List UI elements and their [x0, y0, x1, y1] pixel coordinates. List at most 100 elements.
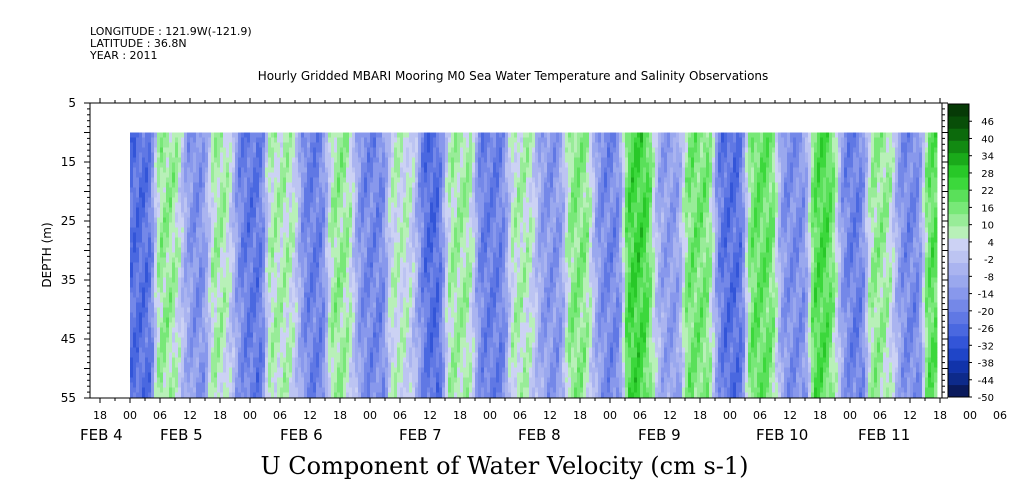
heatmap-cell: [187, 337, 191, 343]
heatmap-cell: [337, 157, 341, 163]
heatmap-cell: [259, 307, 263, 313]
heatmap-cell: [379, 387, 383, 393]
heatmap-cell: [364, 202, 368, 208]
heatmap-cell: [319, 247, 323, 253]
heatmap-cell: [289, 337, 293, 343]
heatmap-cell: [313, 237, 317, 243]
heatmap-cell: [235, 357, 239, 363]
heatmap-cell: [307, 187, 311, 193]
heatmap-cell: [325, 242, 329, 248]
heatmap-cell: [271, 312, 275, 318]
heatmap-cell: [334, 342, 338, 348]
heatmap-cell: [214, 187, 218, 193]
heatmap-cell: [253, 217, 257, 223]
heatmap-cell: [235, 142, 239, 148]
heatmap-cell: [151, 357, 155, 363]
heatmap-cell: [355, 207, 359, 213]
heatmap-cell: [352, 392, 356, 398]
heatmap-cell: [190, 322, 194, 328]
heatmap-cell: [352, 207, 356, 213]
heatmap-cell: [358, 237, 362, 243]
heatmap-cell: [319, 337, 323, 343]
heatmap-cell: [259, 207, 263, 213]
heatmap-cell: [223, 372, 227, 378]
heatmap-cell: [355, 327, 359, 333]
heatmap-cell: [334, 277, 338, 283]
heatmap-cell: [178, 252, 182, 258]
heatmap-cell: [220, 162, 224, 168]
heatmap-cell: [139, 302, 143, 308]
heatmap-cell: [268, 152, 272, 158]
heatmap-cell: [313, 157, 317, 163]
heatmap-cell: [196, 367, 200, 373]
heatmap-cell: [223, 352, 227, 358]
heatmap-cell: [268, 312, 272, 318]
heatmap-cell: [238, 132, 242, 138]
heatmap-cell: [370, 292, 374, 298]
heatmap-cell: [217, 162, 221, 168]
heatmap-cell: [145, 232, 149, 238]
heatmap-cell: [262, 392, 266, 398]
heatmap-cell: [193, 242, 197, 248]
heatmap-cell: [373, 282, 377, 288]
heatmap-cell: [259, 287, 263, 293]
heatmap-cell: [199, 152, 203, 158]
heatmap-cell: [379, 367, 383, 373]
heatmap-cell: [379, 187, 383, 193]
heatmap-cell: [181, 207, 185, 213]
heatmap-cell: [187, 252, 191, 258]
heatmap-cell: [166, 182, 170, 188]
heatmap-cell: [301, 237, 305, 243]
heatmap-cell: [295, 347, 299, 353]
heatmap-cell: [175, 292, 179, 298]
heatmap-cell: [154, 277, 158, 283]
heatmap-cell: [238, 387, 242, 393]
heatmap-cell: [337, 262, 341, 268]
heatmap-cell: [364, 252, 368, 258]
heatmap-cell: [187, 362, 191, 368]
heatmap-cell: [391, 332, 395, 338]
heatmap-cell: [268, 347, 272, 353]
heatmap-cell: [400, 177, 404, 183]
heatmap-cell: [403, 292, 407, 298]
heatmap-cell: [232, 337, 236, 343]
heatmap-cell: [385, 212, 389, 218]
heatmap-cell: [274, 202, 278, 208]
heatmap-cell: [136, 332, 140, 338]
heatmap-cell: [352, 247, 356, 253]
heatmap-cell: [406, 197, 410, 203]
heatmap-cell: [208, 307, 212, 313]
heatmap-cell: [274, 227, 278, 233]
heatmap-cell: [178, 157, 182, 163]
heatmap-cell: [385, 232, 389, 238]
heatmap-cell: [292, 242, 296, 248]
heatmap-cell: [280, 307, 284, 313]
heatmap-cell: [220, 287, 224, 293]
heatmap-cell: [241, 277, 245, 283]
heatmap-cell: [403, 392, 407, 398]
heatmap-cell: [337, 147, 341, 153]
heatmap-cell: [343, 247, 347, 253]
heatmap-cell: [397, 347, 401, 353]
heatmap-cell: [181, 307, 185, 313]
heatmap-cell: [178, 317, 182, 323]
heatmap-cell: [304, 322, 308, 328]
heatmap-cell: [196, 332, 200, 338]
heatmap-cell: [343, 322, 347, 328]
heatmap-cell: [172, 212, 176, 218]
heatmap-cell: [310, 182, 314, 188]
heatmap-cell: [175, 377, 179, 383]
heatmap-cell: [241, 132, 245, 138]
heatmap-cell: [220, 172, 224, 178]
heatmap-cell: [166, 317, 170, 323]
heatmap-cell: [298, 152, 302, 158]
heatmap-cell: [325, 212, 329, 218]
heatmap-cell: [154, 182, 158, 188]
heatmap-cell: [235, 152, 239, 158]
heatmap-cell: [130, 197, 134, 203]
heatmap-cell: [340, 387, 344, 393]
heatmap-cell: [217, 132, 221, 138]
heatmap-cell: [145, 312, 149, 318]
heatmap-cell: [241, 332, 245, 338]
heatmap-cell: [247, 312, 251, 318]
